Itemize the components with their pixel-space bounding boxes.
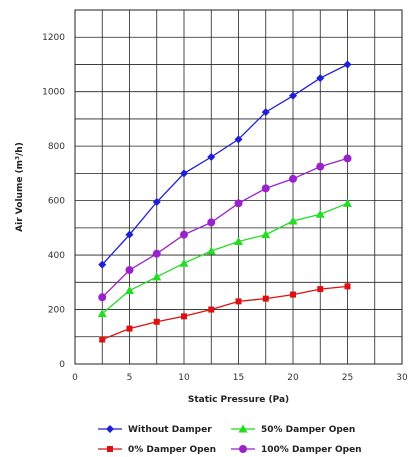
data-point — [234, 199, 243, 208]
data-point — [288, 216, 298, 225]
x-tick-label: 5 — [127, 373, 133, 383]
legend-item: 50% Damper Open — [231, 424, 355, 435]
x-tick-label: 25 — [342, 373, 353, 383]
data-point — [98, 293, 107, 302]
data-point — [206, 246, 216, 255]
data-point — [344, 283, 351, 290]
data-point — [343, 154, 352, 163]
series-group — [99, 283, 351, 343]
legend-marker — [107, 446, 113, 452]
data-point — [179, 258, 189, 267]
x-axis-title: Static Pressure (Pa) — [188, 395, 289, 405]
y-tick-label: 0 — [59, 360, 65, 370]
data-point — [317, 286, 324, 293]
data-point — [289, 174, 297, 183]
data-point — [234, 236, 243, 245]
x-tick-label: 0 — [72, 373, 78, 383]
legend-item: 100% Damper Open — [231, 445, 362, 455]
x-tick-label: 20 — [287, 373, 299, 383]
data-point — [261, 230, 271, 239]
data-point — [152, 249, 161, 258]
data-point — [343, 198, 352, 207]
data-point — [181, 313, 187, 320]
data-point — [261, 108, 270, 117]
y-tick-label: 400 — [48, 251, 65, 261]
tick-labels: 0 5 10 15 20 25 30 0 200 400 600 800 1000 1200 — [42, 33, 408, 383]
data-point — [98, 260, 107, 269]
data-point — [152, 272, 162, 281]
y-tick-label: 1200 — [42, 33, 65, 43]
series-group — [97, 198, 352, 318]
series-group — [98, 154, 352, 302]
data-point — [97, 309, 107, 318]
legend: Without Damper 50% Damper Open 0% Damper O… — [98, 424, 362, 455]
data-point — [180, 169, 188, 178]
data-point — [152, 197, 161, 206]
data-point — [153, 318, 160, 325]
x-tick-label: 10 — [178, 373, 190, 383]
data-point — [290, 291, 296, 298]
data-point — [208, 306, 215, 313]
series-group — [98, 60, 352, 269]
data-point — [125, 230, 134, 239]
y-tick-label: 200 — [48, 306, 65, 316]
legend-label: 0% Damper Open — [128, 445, 216, 455]
data-point — [180, 230, 188, 239]
data-point — [234, 135, 243, 144]
legend-marker — [239, 445, 247, 453]
x-tick-label: 30 — [396, 373, 408, 383]
series-line — [101, 157, 348, 298]
legend-label: Without Damper — [128, 425, 212, 435]
legend-label: 50% Damper Open — [261, 425, 355, 435]
data-point — [315, 209, 325, 218]
y-tick-label: 600 — [48, 197, 65, 207]
data-point — [125, 285, 134, 294]
series-group — [97, 60, 352, 343]
data-point — [207, 218, 216, 227]
data-point — [262, 295, 269, 302]
legend-item: 0% Damper Open — [98, 445, 216, 455]
series-line — [102, 285, 348, 341]
legend-label: 100% Damper Open — [261, 445, 362, 455]
data-point — [316, 74, 325, 83]
legend-item: Without Damper — [98, 425, 212, 435]
y-axis-title: Air Volume (m³/h) — [15, 142, 25, 232]
data-point — [207, 153, 216, 162]
x-tick-label: 15 — [233, 373, 244, 383]
legend-marker — [106, 425, 114, 433]
y-tick-label: 800 — [48, 142, 65, 152]
data-point — [99, 336, 106, 343]
legend-marker — [238, 424, 248, 433]
series-line — [101, 63, 348, 266]
data-point — [126, 325, 133, 332]
data-point — [125, 266, 134, 275]
y-tick-label: 1000 — [42, 88, 65, 98]
data-point — [261, 184, 270, 193]
plot-area — [74, 9, 403, 365]
data-point — [343, 60, 352, 69]
data-point — [316, 162, 325, 171]
data-point — [235, 298, 242, 305]
series-line — [101, 202, 348, 315]
data-point — [289, 91, 297, 100]
